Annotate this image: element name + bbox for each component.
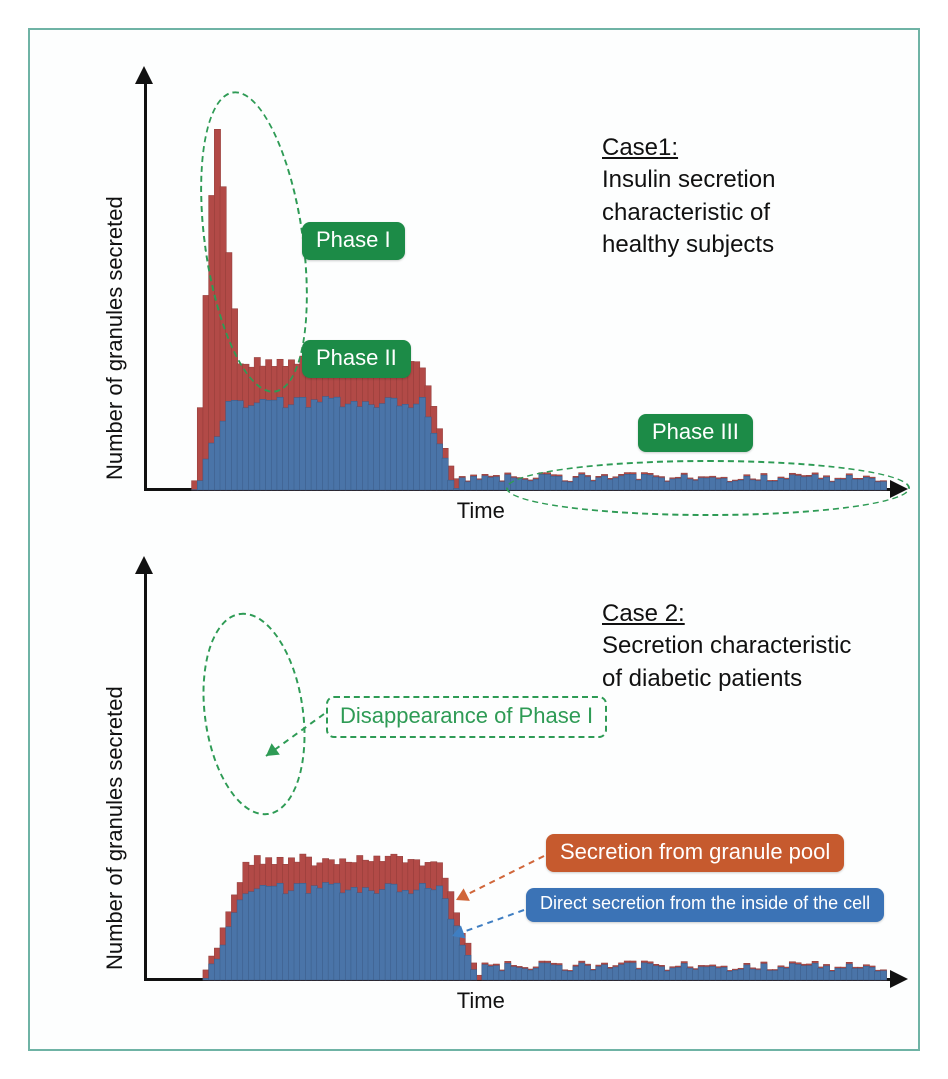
chart1-y-axis <box>144 82 147 490</box>
chart1-y-arrowhead <box>135 66 153 84</box>
chart1-phase2-label: Phase II <box>302 340 411 378</box>
chart1-phase1-label: Phase I <box>302 222 405 260</box>
chart2-x-arrowhead <box>890 970 908 988</box>
chart2-title-rest: Secretion characteristicof diabetic pati… <box>602 632 851 691</box>
chart1-phase3-label: Phase III <box>638 414 753 452</box>
chart2-plot <box>60 60 926 1020</box>
chart1-plot <box>60 60 926 530</box>
chart2-y-axis <box>144 572 147 980</box>
chart2-y-arrowhead <box>135 556 153 574</box>
chart1-title-rest: Insulin secretioncharacteristic ofhealth… <box>602 166 775 258</box>
chart2-title: Case 2: Secretion characteristicof diabe… <box>602 598 851 695</box>
chart1-title-underline: Case1: <box>602 134 678 161</box>
chart2-ylabel: Number of granules secreted <box>102 686 128 970</box>
chart1-ylabel: Number of granules secreted <box>102 196 128 480</box>
chart2-disappearance-label: Disappearance of Phase I <box>326 696 607 738</box>
figure-frame: Number of granules secreted Time Case1: … <box>0 0 948 1079</box>
chart2-missing-phase1-ellipse <box>190 606 317 822</box>
chart2-title-underline: Case 2: <box>602 600 685 627</box>
chart2-xlabel: Time <box>457 988 505 1014</box>
chart1-xlabel: Time <box>457 498 505 524</box>
chart2-x-axis <box>144 978 892 981</box>
figure-panel: Number of granules secreted Time Case1: … <box>28 28 920 1051</box>
chart2-blue-series-label: Direct secretion from the inside of the … <box>526 888 884 922</box>
chart1-phase3-ellipse <box>506 460 910 516</box>
chart1-title: Case1: Insulin secretioncharacteristic o… <box>602 132 775 262</box>
chart2-red-series-label: Secretion from granule pool <box>546 834 844 872</box>
